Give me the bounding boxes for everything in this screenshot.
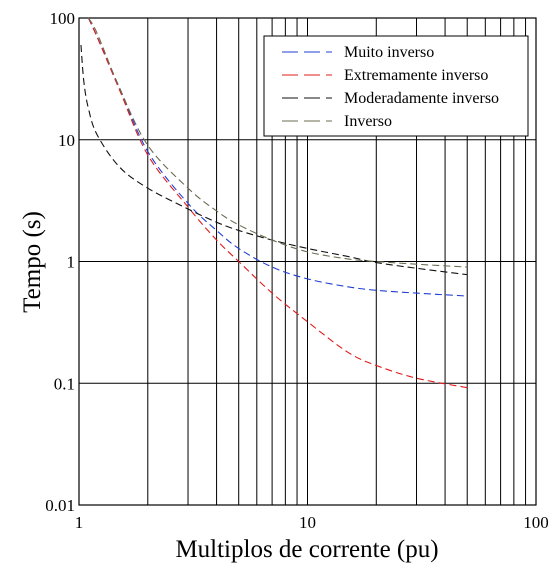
y-tick-label: 0.01 [45, 496, 75, 515]
legend-label: Muito inverso [344, 44, 434, 61]
tick-labels: 1 10 100 0.01 0.1 1 10 100 [45, 9, 549, 532]
legend-box [263, 35, 529, 137]
legend-label: Moderadamente inverso [344, 90, 499, 107]
y-tick-label: 1 [67, 253, 76, 272]
x-axis-title: Multiplos de corrente (pu) [175, 536, 438, 563]
x-tick-label: 100 [523, 513, 549, 532]
y-axis-title: Tempo (s) [19, 211, 46, 313]
y-tick-label: 0.1 [54, 374, 75, 393]
series-line-muito-inverso [87, 17, 468, 297]
series-line-extremamente-inverso [87, 17, 468, 389]
x-tick-label: 10 [299, 513, 316, 532]
legend: Muito inverso Extremamente inverso Moderad… [263, 35, 529, 137]
legend-label: Inverso [344, 113, 392, 130]
plot-frame [78, 17, 537, 506]
x-tick-label: 1 [75, 513, 84, 532]
y-tick-label: 10 [58, 131, 75, 150]
legend-label: Extremamente inverso [344, 67, 488, 84]
y-tick-label: 100 [50, 9, 76, 28]
series-layer [80, 17, 468, 389]
